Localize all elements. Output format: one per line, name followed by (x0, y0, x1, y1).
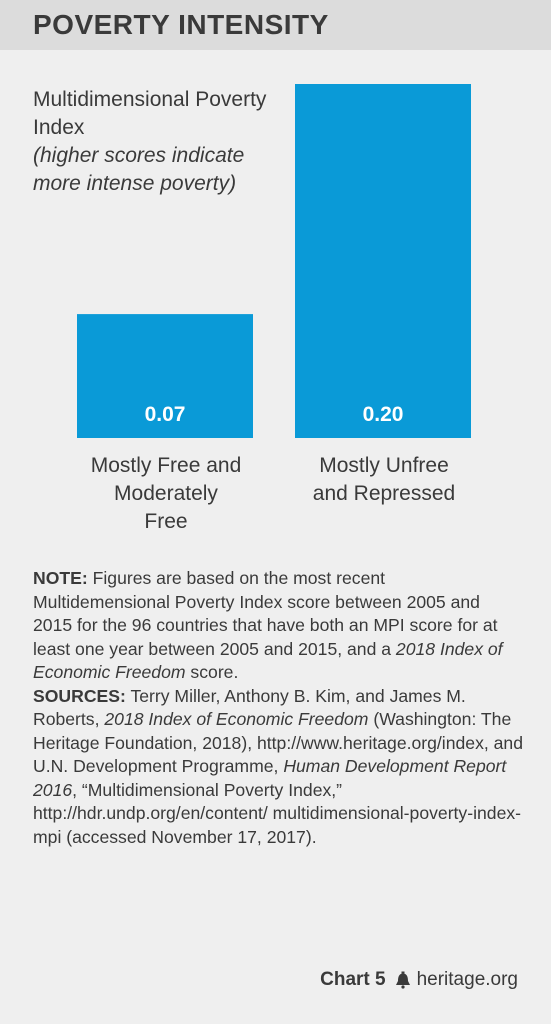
sources-text-1: Terry Miller, Anthony B. Kim, and James … (33, 685, 466, 730)
y-axis-label: Multidimensional Poverty Index (higher s… (33, 86, 273, 198)
category-label-2-line-2: and Repressed (313, 482, 455, 505)
chart-header: POVERTY INTENSITY (0, 0, 551, 50)
bar-chart: 0.07 Mostly Free and Moderately Free 0.20 Mos… (77, 84, 471, 533)
chart-title: POVERTY INTENSITY (33, 9, 329, 40)
sources-text-3: , “Multidimensional Poverty Index,” http… (33, 779, 522, 847)
bar-2 (295, 84, 471, 438)
note-text-1: Figures are based on the most recent Mul… (33, 568, 498, 659)
note-label: NOTE: (33, 568, 88, 588)
site-link[interactable]: heritage.org (416, 969, 518, 990)
note-italic: 2018 Index of Economic Freedom (33, 638, 503, 683)
category-label-1-line-2: Moderately (114, 482, 218, 505)
liberty-bell-icon (395, 971, 410, 989)
category-label-2-line-1: Mostly Unfree (319, 454, 449, 477)
sources-label: SOURCES: (33, 685, 126, 706)
category-label-1-line-1: Mostly Free and (91, 454, 242, 477)
sources-italic-2: Human Development Report 2016 (33, 756, 507, 800)
category-label-1-line-3: Free (144, 510, 187, 533)
chart-notes: NOTE: Figures are based on the most rece… (33, 567, 523, 849)
note-text-2: score. (185, 662, 239, 682)
chart-footer: Chart 5 heritage.org (320, 969, 518, 991)
y-axis-title: Multidimensional Poverty Index (33, 88, 267, 139)
sources-text-2: (Washington: The Heritage Foundation, 20… (33, 709, 523, 776)
bar-value-label-1: 0.07 (145, 403, 186, 426)
y-axis-note: (higher scores indicate more intense pov… (33, 144, 245, 195)
bar-value-label-2: 0.20 (363, 403, 404, 426)
chart-number: Chart 5 (320, 969, 386, 990)
sources-italic-1: 2018 Index of Economic Freedom (104, 709, 369, 729)
bar-1 (77, 314, 253, 438)
